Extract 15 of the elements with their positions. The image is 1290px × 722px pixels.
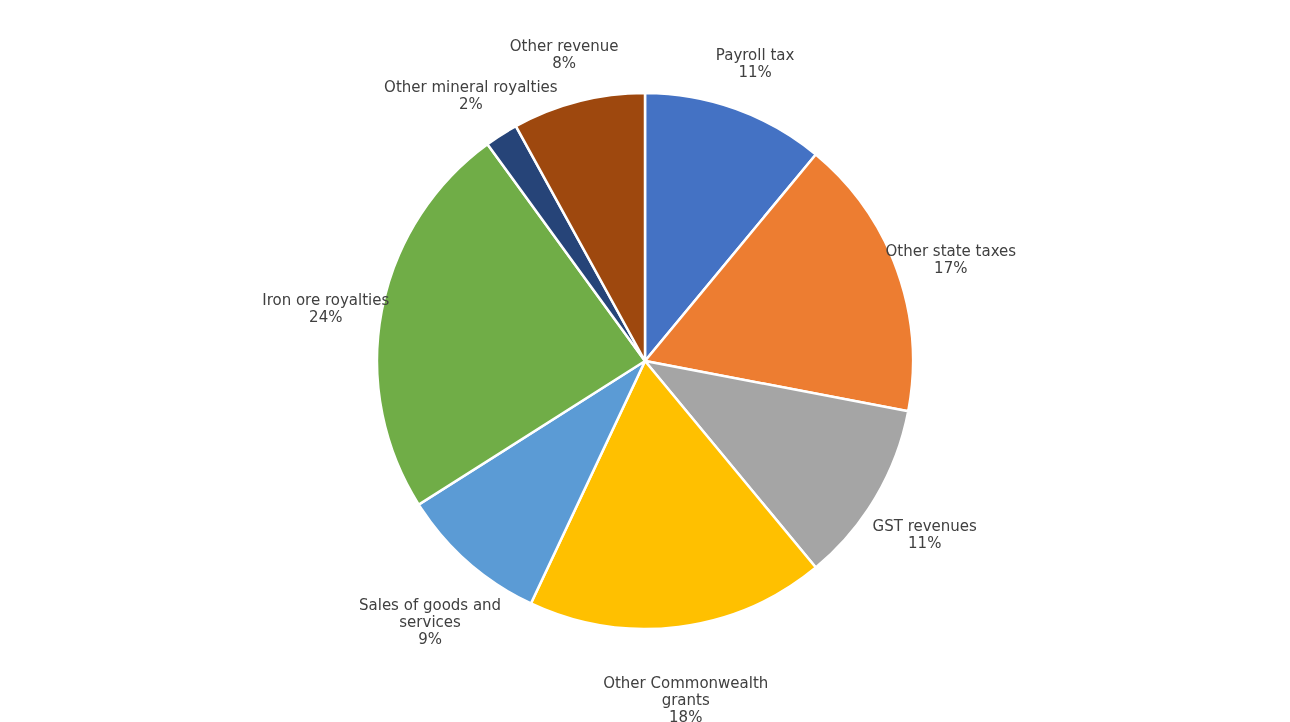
data-label: 11% — [738, 63, 772, 82]
data-label: 8% — [552, 54, 577, 73]
data-label: 17% — [934, 258, 968, 277]
slice-label: GST revenues — [872, 517, 978, 536]
slice-label: Other mineral royalties — [384, 77, 558, 96]
slice-label: Other Commonwealth grants — [603, 674, 769, 710]
slice-label: Other revenue — [509, 37, 619, 56]
data-label: 11% — [908, 534, 942, 553]
data-label: 18% — [669, 708, 703, 722]
data-label: 24% — [309, 308, 343, 327]
slice-label: Sales of goods and services — [359, 595, 502, 631]
data-label: 2% — [458, 94, 483, 113]
slice-label: Payroll tax — [715, 46, 795, 65]
data-label: 9% — [418, 629, 442, 648]
slice-label: Other state taxes — [885, 241, 1017, 260]
